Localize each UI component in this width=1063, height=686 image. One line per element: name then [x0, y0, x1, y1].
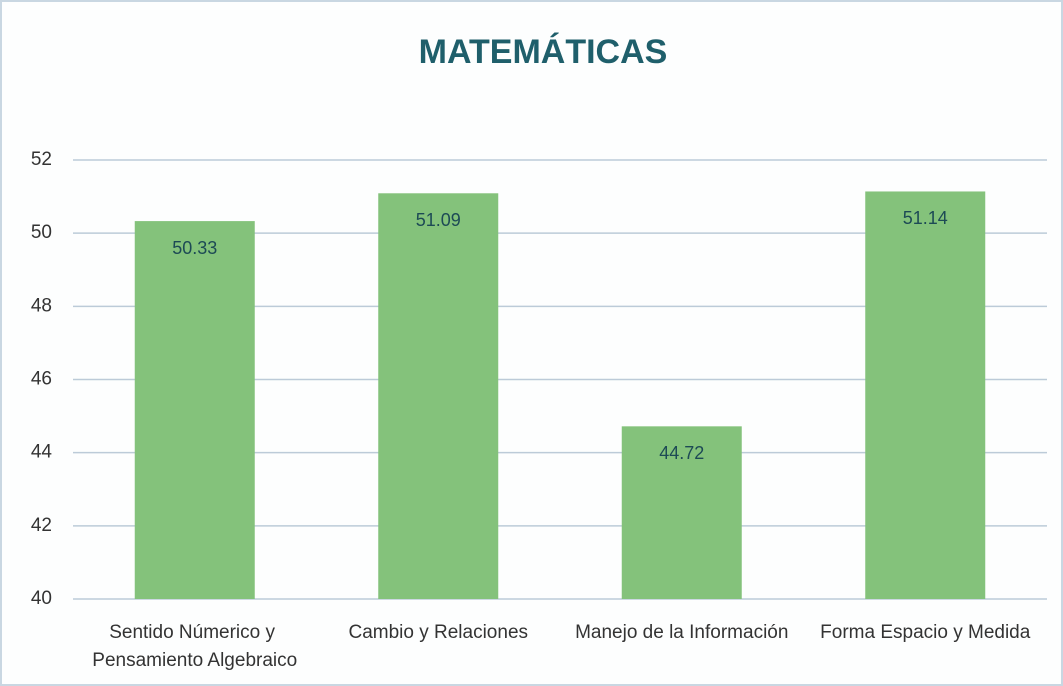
x-tick-label: Sentido Númerico y Pensamiento Algebraic…	[92, 622, 297, 671]
x-tick-label: Cambio y Relaciones	[348, 622, 528, 643]
y-tick-label: 48	[31, 295, 52, 316]
y-tick-label: 42	[31, 515, 52, 536]
value-label: 51.09	[416, 210, 461, 230]
bar	[621, 426, 742, 599]
value-label: 44.72	[659, 443, 704, 463]
bar	[865, 191, 986, 599]
value-label: 51.14	[903, 208, 948, 228]
y-tick-label: 52	[31, 149, 52, 170]
y-tick-label: 44	[31, 442, 53, 463]
bar	[134, 221, 255, 599]
y-tick-label: 46	[31, 369, 52, 390]
value-label: 50.33	[172, 238, 217, 258]
y-tick-label: 40	[31, 588, 52, 609]
chart-title: MATEMÁTICAS	[419, 33, 668, 71]
x-tick-label: Manejo de la Información	[575, 622, 788, 643]
y-tick-label: 50	[31, 222, 52, 243]
bar	[378, 193, 499, 599]
x-tick-label: Forma Espacio y Medida	[820, 622, 1031, 643]
